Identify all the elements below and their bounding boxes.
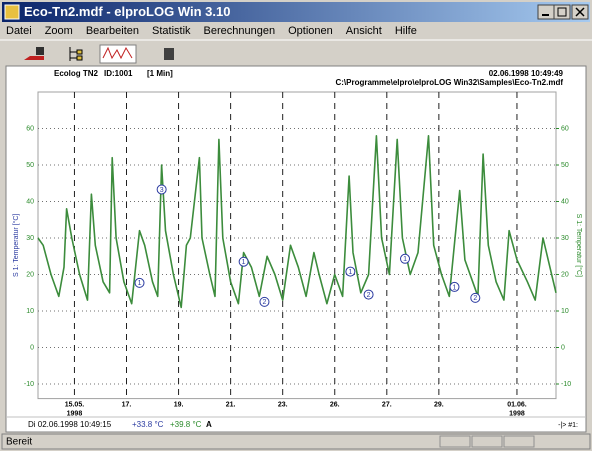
cursor-flag: A: [206, 420, 212, 429]
device-id: ID:1001: [104, 69, 133, 78]
menu-item[interactable]: Ansicht: [346, 25, 382, 37]
menu-item[interactable]: Statistik: [152, 25, 191, 37]
x-tick-label: 17.: [122, 401, 132, 408]
status-pane: [503, 435, 535, 448]
status-pane: [439, 435, 471, 448]
marker-circle: [134, 277, 145, 288]
tool-print[interactable]: [164, 48, 174, 60]
y-tick-label: 50: [26, 162, 34, 169]
x-tick-label: 19.: [174, 401, 184, 408]
y-tick-label: 30: [26, 235, 34, 242]
x-tick-label: 01.06. 1998: [507, 401, 527, 417]
y2-tick-label: 40: [561, 198, 569, 205]
y2-tick-label: 10: [561, 308, 569, 315]
window-title: Eco-Tn2.mdf - elproLOG Win 3.10: [24, 4, 230, 19]
header-datetime: 02.06.1998 10:49:49: [489, 69, 564, 78]
marker-circle: [345, 266, 356, 277]
marker-label: 1: [453, 284, 457, 291]
menu-item[interactable]: Optionen: [288, 25, 333, 37]
x-tick-label: 26.: [330, 401, 340, 408]
marker-circle: [238, 256, 249, 267]
menu-item[interactable]: Zoom: [45, 25, 73, 37]
y-tick-label: 40: [26, 198, 34, 205]
y-tick-label: 0: [30, 344, 34, 351]
file-path: C:\Programme\elpro\elproLOG Win32\Sample…: [335, 78, 563, 87]
tool-icon: [76, 55, 83, 61]
menu-item[interactable]: Datei: [6, 25, 32, 37]
marker-label: 2: [263, 299, 267, 306]
app-icon: [4, 4, 20, 20]
tool-tree[interactable]: [64, 45, 86, 63]
device-name: Ecolog TN2: [54, 69, 99, 78]
y-tick-label: 10: [26, 308, 34, 315]
chart-panel: [5, 65, 587, 433]
y-tick-label: 20: [26, 271, 34, 278]
y2-axis-label: S 1: Temperatur [°C]: [575, 214, 583, 277]
menu-item[interactable]: Bearbeiten: [86, 25, 139, 37]
y2-tick-label: 50: [561, 162, 569, 169]
chart: -10 0 10 20 30 40 50 60 -10 0 10 20 30 40 50 60 15.05. 19…: [12, 91, 583, 417]
status-text: Bereit: [6, 437, 32, 448]
tool-icon: [102, 46, 133, 60]
y-tick-label: -10: [24, 381, 34, 388]
y2-tick-label: 30: [561, 235, 569, 242]
marker-label: 2: [367, 292, 371, 299]
x-tick-label: 15.05. 1998: [65, 401, 85, 417]
marker-circle: [470, 292, 481, 303]
tool-icon: [76, 49, 83, 55]
y2-tick-label: 20: [561, 271, 569, 278]
y2-tick-label: -10: [561, 381, 571, 388]
marker-circle: [363, 289, 374, 300]
marker-label: 3: [160, 187, 164, 194]
y-axis-label: S 1: Temperatur [°C]: [12, 214, 20, 277]
x-tick-label: 21.: [226, 401, 236, 408]
cursor-value-2: +39.8 °C: [170, 420, 202, 429]
marker-label: 1: [403, 256, 407, 263]
x-tick-label: 27.: [382, 401, 392, 408]
menu-item[interactable]: Hilfe: [395, 25, 417, 37]
series-line: [37, 135, 557, 309]
marker-label: 2: [473, 295, 477, 302]
status-pane: [471, 435, 503, 448]
marker-label: 1: [242, 259, 246, 266]
y2-tick-label: 60: [561, 125, 569, 132]
marker-circle: [400, 253, 411, 264]
close-glyph: [575, 7, 585, 17]
toolbar: [0, 39, 592, 64]
marker-circle: [156, 184, 167, 195]
title-bar: [2, 2, 590, 22]
menu-item[interactable]: Berechnungen: [204, 25, 276, 37]
x-tick-label: 29.: [434, 401, 444, 408]
x-tick-label: 23.: [278, 401, 288, 408]
marker-circle: [259, 296, 270, 307]
plot-frame: [37, 91, 557, 400]
maximize-glyph: [557, 7, 567, 17]
y2-tick-label: 0: [561, 344, 565, 351]
maximize-button[interactable]: [553, 4, 571, 20]
status-bar: [1, 433, 591, 450]
minimize-button[interactable]: [537, 4, 555, 20]
tool-icon: [36, 47, 44, 55]
interval: [1 Min]: [147, 69, 173, 78]
y-tick-label: 60: [26, 125, 34, 132]
marker-circle: [449, 281, 460, 292]
cursor-value-1: +33.8 °C: [132, 420, 164, 429]
cursor-id: -|> #1:: [558, 422, 578, 429]
menu-bar: Datei Zoom Bearbeiten Statistik Berechnungen…: [6, 25, 417, 37]
window-controls: [537, 4, 589, 20]
marker-label: 1: [348, 269, 352, 276]
tool-icon: [24, 56, 44, 60]
footer-datetime: Di 02.06.1998 10:49:15: [28, 420, 112, 429]
marker-label: 1: [138, 280, 142, 287]
